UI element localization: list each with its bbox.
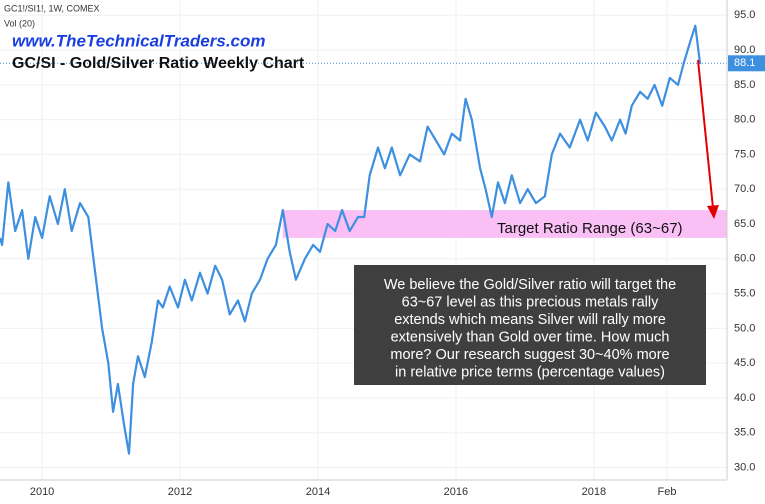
last-value-box <box>728 55 765 72</box>
note: We believe the Gold/Silver ratio will ta… <box>384 277 676 381</box>
y-tick-label: 70.0 <box>734 183 755 195</box>
arrow <box>697 59 714 209</box>
note-line: extensively than Gold over time. How muc… <box>391 329 670 345</box>
target-band: Target Ratio Range (63~67) <box>282 210 727 238</box>
y-tick-label: 75.0 <box>734 148 755 160</box>
x-tick-label: Feb <box>658 486 677 498</box>
y-tick-label: 50.0 <box>734 322 755 334</box>
note-box <box>354 265 706 385</box>
note-line: in relative price terms (percentage valu… <box>395 364 665 380</box>
y-tick-label: 85.0 <box>734 79 755 91</box>
chart-title: GC/SI - Gold/Silver Ratio Weekly Chart <box>12 55 305 72</box>
x-tick-label: 2012 <box>168 486 192 498</box>
y-tick-label: 55.0 <box>734 287 755 299</box>
note-line: extends which means Silver will rally mo… <box>394 312 666 328</box>
x-tick-label: 2010 <box>30 486 54 498</box>
y-tick-label: 80.0 <box>734 114 755 126</box>
series-line <box>0 24 702 455</box>
plot <box>0 24 727 455</box>
volume-label: Vol (20) <box>4 18 35 28</box>
last-value-label: 88.1 <box>734 57 755 69</box>
x-tick-label: 2014 <box>306 486 330 498</box>
note-line: We believe the Gold/Silver ratio will ta… <box>384 277 676 293</box>
note-line: more? Our research suggest 30~40% more <box>390 347 669 363</box>
y-tick-label: 65.0 <box>734 218 755 230</box>
y-tick-label: 95.0 <box>734 9 755 21</box>
x-tick-label: 2018 <box>582 486 606 498</box>
y-tick-label: 60.0 <box>734 253 755 265</box>
y-tick-label: 45.0 <box>734 357 755 369</box>
arrow-head <box>707 205 719 219</box>
y-tick-label: 35.0 <box>734 427 755 439</box>
target-range <box>282 210 727 238</box>
website: www.TheTechnicalTraders.com <box>12 31 266 50</box>
y-tick-label: 30.0 <box>734 461 755 473</box>
symbol: GC1!/SI1!, 1W, COMEX <box>4 3 100 13</box>
y-tick-label: 40.0 <box>734 392 755 404</box>
x-tick-label: 2016 <box>444 486 468 498</box>
target-label: Target Ratio Range (63~67) <box>497 220 683 237</box>
y-tick-label: 90.0 <box>734 44 755 56</box>
note-line: 63~67 level as this precious metals rall… <box>402 294 659 310</box>
